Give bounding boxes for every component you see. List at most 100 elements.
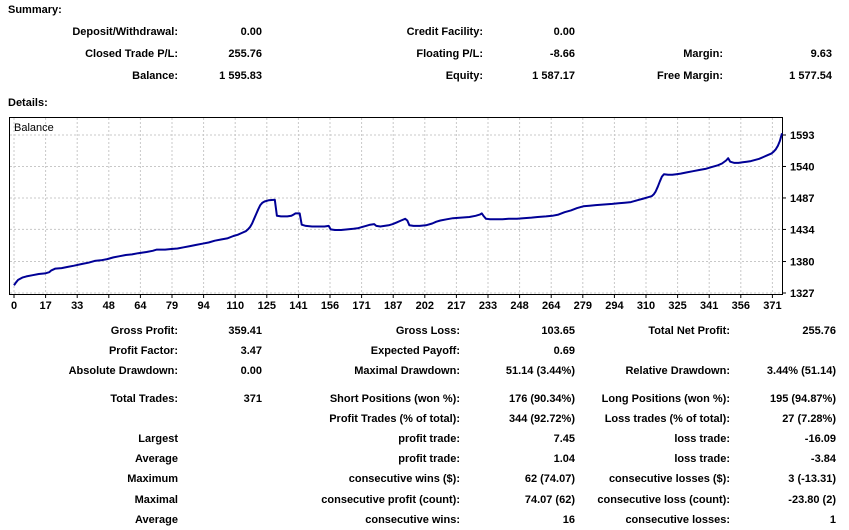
detail-row: Average profit trade: 1.04 loss trade: -3.84 [0, 449, 849, 469]
summary-row: Closed Trade P/L: 255.76 Floating P/L: -8.6… [0, 43, 849, 65]
stat-label: Largest [138, 433, 178, 446]
stat-value: -8.66 [549, 48, 575, 60]
x-axis-label: 171 [352, 300, 370, 312]
stat-value: 1 577.54 [789, 70, 832, 82]
balance-chart: 0 17 33 48 64 79 94 110 125 141 156 171 187 202 217 233… [9, 117, 815, 312]
y-axis-label: 1434 [790, 224, 815, 236]
stat-label: Gross Profit: [110, 325, 178, 338]
detail-row: Total Trades: 371 Short Positions (won %):… [0, 389, 849, 409]
stat-label: Free Margin: [656, 70, 723, 82]
summary-table: Deposit/Withdrawal: 0.00 Credit Facility: 0… [0, 21, 849, 87]
x-axis-label: 156 [321, 300, 339, 312]
summary-row: Balance: 1 595.83 Equity: 1 587.17 Free Marg… [0, 65, 849, 87]
balance-legend-label: Balance [14, 122, 54, 134]
stat-label: Equity: [445, 70, 483, 82]
stat-label: Deposit/Withdrawal: [72, 26, 178, 38]
stat-value: 176 (90.34%) [508, 392, 575, 405]
stat-value: 7.45 [553, 433, 575, 446]
x-axis-label: 341 [700, 300, 718, 312]
x-axis-label: 17 [39, 300, 51, 312]
y-axis-label: 1380 [790, 257, 814, 269]
x-axis-label: 33 [71, 300, 83, 312]
stat-value: 195 (94.87%) [769, 392, 836, 405]
stat-label: Floating P/L: [416, 48, 483, 60]
x-axis-label: 233 [479, 300, 497, 312]
stat-value: 0.69 [553, 345, 575, 358]
x-axis-label: 248 [510, 300, 528, 312]
x-axis-label: 48 [103, 300, 115, 312]
stat-label: consecutive losses ($): [608, 473, 730, 486]
x-axis-label: 294 [605, 300, 624, 312]
y-axis-label: 1540 [790, 162, 814, 174]
stat-value: 27 (7.28%) [782, 412, 836, 425]
stat-value: 255.76 [228, 48, 262, 60]
stat-label: profit trade: [398, 433, 460, 446]
stat-value: 1.04 [553, 453, 575, 466]
detail-row: Maximum consecutive wins ($): 62 (74.07) co… [0, 469, 849, 489]
stat-label: Profit Factor: [108, 345, 178, 358]
stat-value: 3.44% (51.14) [766, 365, 836, 378]
stat-value: 103.65 [541, 325, 575, 338]
stat-value: 0.00 [240, 26, 262, 38]
stat-label: Closed Trade P/L: [85, 48, 178, 60]
stat-label: consecutive wins: [365, 513, 460, 526]
stat-label: Margin: [683, 48, 723, 60]
stat-value: 371 [243, 392, 262, 405]
stat-label: loss trade: [674, 453, 730, 466]
x-axis-label: 79 [166, 300, 178, 312]
y-axis-label: 1327 [790, 288, 814, 300]
stat-label: Absolute Drawdown: [68, 365, 178, 378]
stat-value: 255.76 [802, 325, 836, 338]
stat-value: 1 [829, 513, 836, 526]
detail-row: Profit Trades (% of total): 344 (92.72%) L… [0, 409, 849, 429]
stat-label: Balance: [132, 70, 178, 82]
stat-value: 1 587.17 [532, 70, 575, 82]
x-axis-label: 110 [226, 300, 244, 312]
stat-value: 16 [562, 513, 575, 526]
stat-label: Maximal Drawdown: [354, 365, 460, 378]
stat-label: profit trade: [398, 453, 460, 466]
stat-label: Credit Facility: [406, 26, 483, 38]
stat-label: consecutive losses: [625, 513, 730, 526]
x-axis-label: 202 [416, 300, 434, 312]
stat-label: Total Net Profit: [648, 325, 730, 338]
detail-row: Average consecutive wins: 16 consecutive lo… [0, 510, 849, 530]
stat-value: 359.41 [228, 325, 262, 338]
stat-value: 9.63 [810, 48, 832, 60]
stat-label: consecutive wins ($): [348, 473, 460, 486]
detail-row: Maximal consecutive profit (count): 74.07 … [0, 490, 849, 510]
x-axis-label: 64 [134, 300, 147, 312]
x-axis-label: 310 [637, 300, 655, 312]
stat-value: 3 (-13.31) [788, 473, 836, 486]
stat-value: 344 (92.72%) [508, 412, 575, 425]
x-axis-label: 279 [574, 300, 592, 312]
stat-value: 62 (74.07) [524, 473, 575, 486]
x-axis-label: 264 [542, 300, 561, 312]
stat-value: 1 595.83 [219, 70, 262, 82]
stat-label: consecutive loss (count): [597, 493, 730, 506]
x-axis-label: 217 [447, 300, 465, 312]
stat-value: 0.00 [553, 26, 575, 38]
detail-row: Absolute Drawdown: 0.00 Maximal Drawdown: 5… [0, 361, 849, 381]
stat-label: Average [134, 513, 178, 526]
stat-label: Short Positions (won %): [329, 392, 460, 405]
stat-label: Maximal [134, 493, 178, 506]
balance-line [13, 133, 783, 286]
stat-value: 0.00 [240, 365, 262, 378]
stat-value: 3.47 [240, 345, 262, 358]
stat-label: Relative Drawdown: [625, 365, 730, 378]
x-axis-label: 356 [732, 300, 750, 312]
x-axis-label: 94 [197, 300, 210, 312]
stat-label: Gross Loss: [395, 325, 460, 338]
stat-label: Long Positions (won %): [601, 392, 730, 405]
x-axis-label: 371 [763, 300, 781, 312]
x-axis-label: 325 [668, 300, 686, 312]
stat-value: -23.80 (2) [788, 493, 836, 506]
summary-section-title: Summary: [8, 4, 62, 16]
stat-value: -3.84 [810, 453, 836, 466]
stat-value: -16.09 [804, 433, 836, 446]
stat-label: Loss trades (% of total): [604, 412, 730, 425]
x-axis-label: 0 [11, 300, 17, 312]
stat-label: consecutive profit (count): [321, 493, 460, 506]
stat-label: Average [134, 453, 178, 466]
